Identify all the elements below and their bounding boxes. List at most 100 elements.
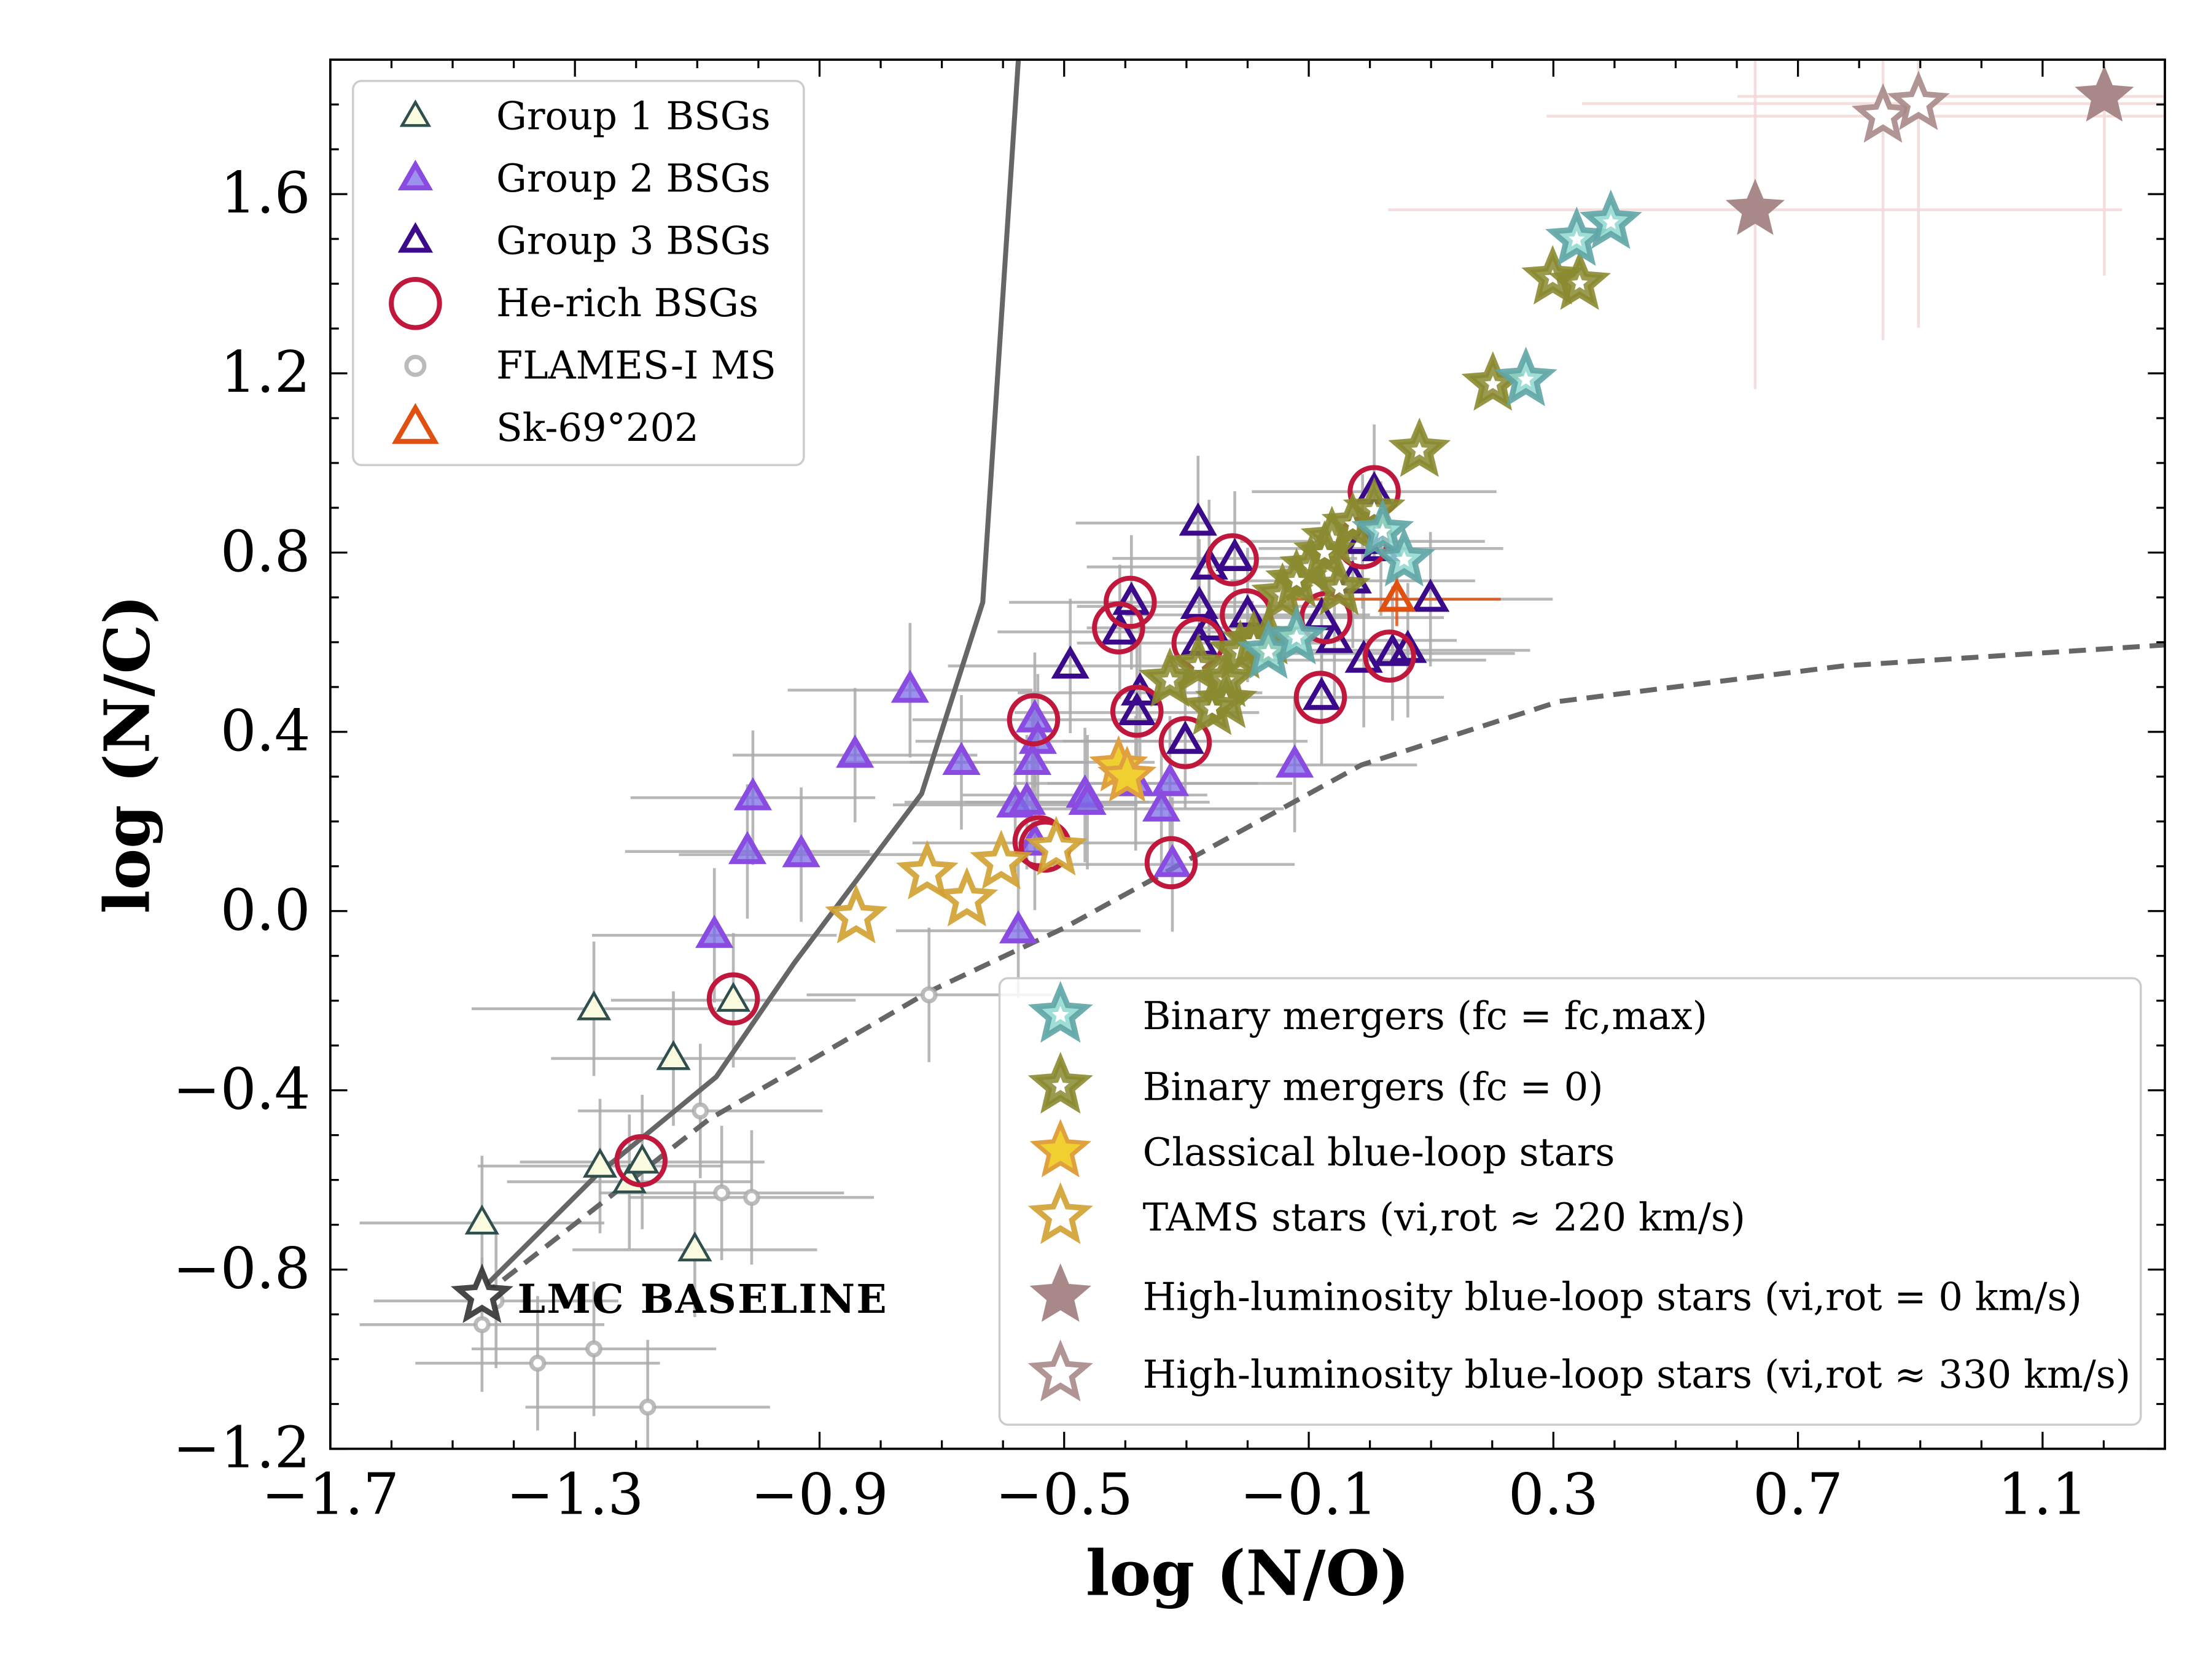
binary-mergers-fc-0-point-center bbox=[1288, 572, 1305, 588]
legend-label: High-luminosity blue-loop stars (vi,rot … bbox=[1143, 1352, 2131, 1397]
tams-stars-vi-rot-220-km-s-point bbox=[935, 866, 999, 927]
flames-i-ms-point bbox=[713, 1184, 730, 1202]
y-tick-label: 0.8 bbox=[220, 518, 311, 585]
tams-stars-vi-rot-220-km-s-point bbox=[970, 830, 1033, 890]
group-3-bsgs-point bbox=[1179, 502, 1217, 536]
he-rich-bsgs-point bbox=[1158, 716, 1212, 769]
binary-mergers-fc-0-point-center bbox=[1161, 671, 1179, 688]
y-tick-label: −0.4 bbox=[173, 1056, 310, 1122]
he-rich-bsgs-point bbox=[706, 972, 760, 1026]
data-points bbox=[450, 65, 2134, 1416]
legend-label: Sk-69°202 bbox=[496, 405, 699, 450]
he-rich-bsgs-point bbox=[1092, 601, 1145, 655]
group-1-bsgs-point bbox=[656, 1040, 691, 1070]
high-luminosity-blue-loop-stars-vi-rot-330-km-s-point bbox=[1887, 71, 1950, 130]
binary-mergers-fc-fc-max-point-center bbox=[1569, 231, 1585, 246]
group-1-bsgs-point bbox=[582, 1147, 618, 1178]
tams-stars-vi-rot-220-km-s-point bbox=[825, 884, 888, 944]
group-3-bsgs-point bbox=[1215, 537, 1254, 571]
binary-mergers-fc-0-point-center bbox=[1545, 269, 1561, 285]
legend-label: High-luminosity blue-loop stars (vi,rot … bbox=[1143, 1274, 2082, 1319]
x-tick-label: −0.9 bbox=[750, 1461, 888, 1528]
group-2-bsgs-point bbox=[1142, 788, 1181, 822]
legend-lower: Binary mergers (fc = fc,max) Binary merge… bbox=[998, 977, 2142, 1426]
legend-marker-he-rich-bsgs bbox=[389, 276, 442, 330]
binary-mergers-fc-fc-max-point-center bbox=[1260, 644, 1277, 659]
legend-marker-binary-mergers-fc-0-center bbox=[1051, 1076, 1069, 1094]
group-2-bsgs-point bbox=[1013, 741, 1052, 776]
y-tick-label: −0.8 bbox=[173, 1235, 310, 1302]
legend-upper: Group 1 BSGs Group 2 BSGs Group 3 BSGs He-r… bbox=[352, 80, 805, 467]
legend-marker-classical-blue-loop-stars bbox=[1029, 1119, 1091, 1178]
classical-blue-loop-stars-point bbox=[1097, 745, 1157, 802]
binary-mergers-fc-fc-max-point-center bbox=[1396, 551, 1413, 567]
group-2-bsgs-point bbox=[782, 834, 820, 868]
group-2-bsgs-point bbox=[733, 777, 773, 811]
flames-i-ms-point bbox=[473, 1316, 491, 1334]
binary-mergers-fc-fc-max-point-center bbox=[1518, 371, 1534, 387]
group-2-bsgs-point bbox=[1276, 744, 1314, 778]
x-tick-label: 0.7 bbox=[1753, 1461, 1843, 1528]
legend-marker-sk-69-202 bbox=[392, 403, 439, 444]
group-3-bsgs-point bbox=[1112, 581, 1151, 615]
binary-mergers-fc-0-point-center bbox=[1411, 441, 1428, 457]
y-tick-label: 0.0 bbox=[220, 877, 311, 943]
high-luminosity-blue-loop-stars-vi-rot-0-km-s-point bbox=[2075, 65, 2134, 122]
x-tick-label: 0.3 bbox=[1508, 1461, 1599, 1528]
group-1-bsgs-point bbox=[715, 981, 751, 1012]
legend-marker-flames-i-ms bbox=[404, 354, 427, 377]
axis-ticks: −1.7 −1.3 −0.9 −0.5 −0.1 0.3 0.7 1.1 −1.2 −0.8 −0.… bbox=[173, 58, 2166, 1528]
group-1-bsgs-point bbox=[677, 1231, 712, 1262]
flames-i-ms-point bbox=[639, 1398, 657, 1416]
high-luminosity-blue-loop-stars-vi-rot-330-km-s-point bbox=[1851, 83, 1915, 143]
group-3-bsgs-point bbox=[1118, 691, 1156, 726]
he-rich-bsgs-point bbox=[1206, 533, 1259, 586]
legend-marker-tams-stars-vi-rot-220-km-s bbox=[1027, 1182, 1093, 1244]
sk-69-202-point bbox=[1378, 578, 1416, 612]
he-rich-bsgs-point bbox=[1007, 693, 1061, 747]
legend-label: Group 1 BSGs bbox=[496, 93, 771, 138]
x-axis-label: log (N/O) bbox=[1086, 1536, 1409, 1609]
binary-mergers-fc-0-point-center bbox=[1190, 657, 1207, 673]
high-luminosity-blue-loop-stars-vi-rot-0-km-s-point bbox=[1725, 179, 1785, 235]
y-tick-label: −1.2 bbox=[173, 1415, 310, 1481]
x-tick-label: 1.1 bbox=[1997, 1461, 2087, 1528]
binary-mergers-fc-0-point-center bbox=[1571, 274, 1588, 290]
dashed-model-line bbox=[480, 642, 2165, 1299]
y-axis-label: log (N/C) bbox=[90, 595, 163, 914]
binary-mergers-fc-fc-max-point-center bbox=[1288, 629, 1305, 645]
flames-i-ms-point bbox=[585, 1340, 602, 1358]
he-rich-bsgs-point bbox=[614, 1134, 668, 1188]
binary-mergers-fc-0-point-center bbox=[1204, 700, 1220, 716]
binary-mergers-fc-0-point-center bbox=[1316, 544, 1333, 560]
group-2-bsgs-point bbox=[728, 831, 767, 865]
legend-marker-group-1-bsgs bbox=[399, 99, 432, 127]
y-tick-label: 1.2 bbox=[220, 339, 311, 405]
binary-mergers-fc-0-point-center bbox=[1331, 580, 1347, 596]
x-tick-label: −1.7 bbox=[262, 1461, 399, 1528]
lmc-baseline-annotation: LMC BASELINE bbox=[518, 1276, 888, 1323]
legend-label: Classical blue-loop stars bbox=[1143, 1130, 1615, 1175]
binary-mergers-fc-fc-max-point-center bbox=[1602, 214, 1619, 230]
group-3-bsgs-point bbox=[1411, 578, 1450, 612]
legend-label: Binary mergers (fc = fc,max) bbox=[1143, 994, 1707, 1038]
flames-i-ms-point bbox=[920, 986, 938, 1004]
legend-marker-group-2-bsgs bbox=[397, 160, 434, 190]
group-1-bsgs-point bbox=[625, 1143, 660, 1174]
he-rich-bsgs-point bbox=[1104, 575, 1157, 629]
group-3-bsgs-point bbox=[1101, 611, 1139, 645]
group-1-bsgs-point bbox=[464, 1204, 499, 1235]
tams-stars-vi-rot-220-km-s-point bbox=[895, 840, 959, 900]
group-2-bsgs-point bbox=[999, 910, 1038, 944]
x-tick-label: −0.5 bbox=[996, 1461, 1133, 1528]
legend-marker-binary-mergers-fc-fc-max-center bbox=[1051, 1006, 1069, 1022]
x-tick-label: −0.1 bbox=[1240, 1461, 1378, 1528]
group-3-bsgs-point bbox=[1180, 586, 1218, 620]
binary-mergers-fc-0-point-center bbox=[1344, 516, 1361, 532]
group-3-bsgs-point bbox=[1190, 546, 1228, 580]
he-rich-bsgs-point bbox=[1110, 684, 1164, 738]
binary-mergers-fc-fc-max-point-center bbox=[1374, 523, 1391, 539]
group-3-bsgs-point bbox=[1389, 629, 1427, 663]
